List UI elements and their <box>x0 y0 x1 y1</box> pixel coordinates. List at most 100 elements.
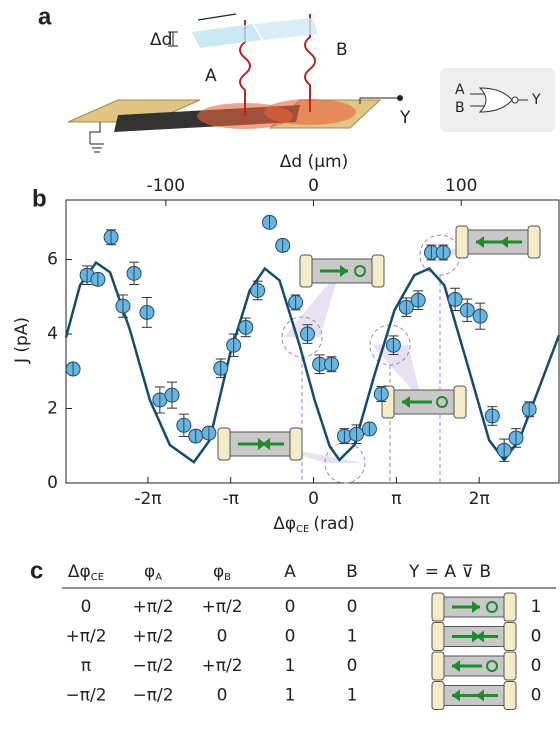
device-icon <box>431 622 517 651</box>
x-tick-label: 2π <box>469 489 490 509</box>
device-pad <box>217 427 231 461</box>
table-cell: −π/2 <box>132 656 173 676</box>
label: B <box>336 40 348 60</box>
y-tick-label: 4 <box>47 324 58 344</box>
device-pad <box>289 427 303 461</box>
header-text: φ <box>144 562 155 582</box>
device-pad <box>503 651 517 681</box>
table-cell: +π/2 <box>132 597 173 617</box>
x-tick-label: 0 <box>308 489 319 509</box>
y-tick-label: 2 <box>47 399 58 419</box>
setup-diagram <box>67 13 555 153</box>
device-pad <box>455 225 469 259</box>
table-cell: 0 <box>217 686 228 706</box>
header-text: Δφ <box>68 562 91 582</box>
device-pad <box>453 385 467 419</box>
table-cell: 0 <box>347 656 358 676</box>
table-header: φA <box>144 562 162 583</box>
arrow-circle <box>436 396 448 408</box>
table-cell: 0 <box>285 597 296 617</box>
arrow-head <box>500 236 508 248</box>
table-cell: +π/2 <box>65 627 106 647</box>
device-pad <box>431 622 445 651</box>
x-label: ΔφCE (rad) <box>273 514 355 535</box>
arrow-head <box>452 689 460 702</box>
device-pad <box>503 592 517 622</box>
table-header: φB <box>213 562 231 583</box>
device-pad <box>299 254 313 288</box>
label: A <box>205 66 217 86</box>
device-icon <box>431 651 517 681</box>
table-cell: 1 <box>347 686 358 706</box>
table-cell: 0 <box>81 597 92 617</box>
table-cell: 0 <box>347 597 358 617</box>
table-cell: 0 <box>531 627 542 647</box>
arrow-head <box>472 601 480 613</box>
table-cell: +π/2 <box>201 656 242 676</box>
table-header: A <box>284 562 296 582</box>
label: Δd <box>150 30 172 50</box>
device-pad <box>503 622 517 651</box>
table-cell: 1 <box>285 656 296 676</box>
header-text: φ <box>213 562 224 582</box>
device-pad <box>431 592 445 622</box>
x2-label: Δd (μm) <box>280 152 348 172</box>
device-icon <box>217 427 303 461</box>
device-pad <box>371 254 385 288</box>
table-cell: 1 <box>531 597 542 617</box>
y-tick-label: 6 <box>47 250 58 270</box>
fit-line <box>64 260 560 464</box>
table-cell: 1 <box>285 686 296 706</box>
x2-tick-label: -100 <box>147 176 186 196</box>
table-header: ΔφCE <box>68 562 104 583</box>
table-cell: +π/2 <box>132 627 173 647</box>
table-header: Y = A ⊽ B <box>408 562 491 582</box>
label: Y <box>399 108 411 128</box>
device-pad <box>431 681 445 710</box>
table-cell: 0 <box>217 627 228 647</box>
x-label-main: Δφ <box>273 514 296 534</box>
table-cell: −π/2 <box>132 686 173 706</box>
x-tick-label: π <box>391 489 401 509</box>
table-cell: 0 <box>285 627 296 647</box>
arrow-head <box>476 236 484 248</box>
arrow-circle <box>354 265 366 277</box>
x2-tick-label: 100 <box>445 176 477 196</box>
arrow-head <box>262 438 270 450</box>
header-sub: CE <box>91 572 104 583</box>
arrow-head <box>476 630 484 643</box>
panel-label: c <box>30 557 43 584</box>
header-sub: B <box>224 572 231 583</box>
device-icon <box>431 592 517 622</box>
arrow-circle <box>486 601 498 613</box>
arrow-circle <box>486 660 498 672</box>
device-pad <box>527 225 541 259</box>
arrow-head <box>340 265 348 277</box>
header-text: Y = A ⊽ B <box>408 562 491 582</box>
inset-shade <box>372 345 422 401</box>
inset-shade <box>284 270 340 337</box>
arrow-head <box>452 660 460 672</box>
x-tick-label: -π <box>223 489 239 509</box>
header-sub: A <box>155 572 162 583</box>
panel-label: b <box>32 185 47 212</box>
y-tick-label: 0 <box>47 473 58 493</box>
header-text: B <box>346 562 358 582</box>
device-pad <box>431 651 445 681</box>
device-icon <box>455 225 541 259</box>
arrow-head <box>402 396 410 408</box>
table-cell: 0 <box>531 656 542 676</box>
device-icon <box>381 385 467 419</box>
table-cell: 0 <box>531 686 542 706</box>
device-icon <box>299 254 385 288</box>
device-icon <box>431 681 517 710</box>
header-text: A <box>284 562 296 582</box>
arrow-head <box>476 689 484 702</box>
table-cell: −π/2 <box>65 686 106 706</box>
panel-label: a <box>38 3 52 30</box>
label: Y <box>531 92 541 108</box>
x2-tick-label: 0 <box>308 176 319 196</box>
x-label-unit: (rad) <box>313 514 354 534</box>
table-cell: 1 <box>347 627 358 647</box>
